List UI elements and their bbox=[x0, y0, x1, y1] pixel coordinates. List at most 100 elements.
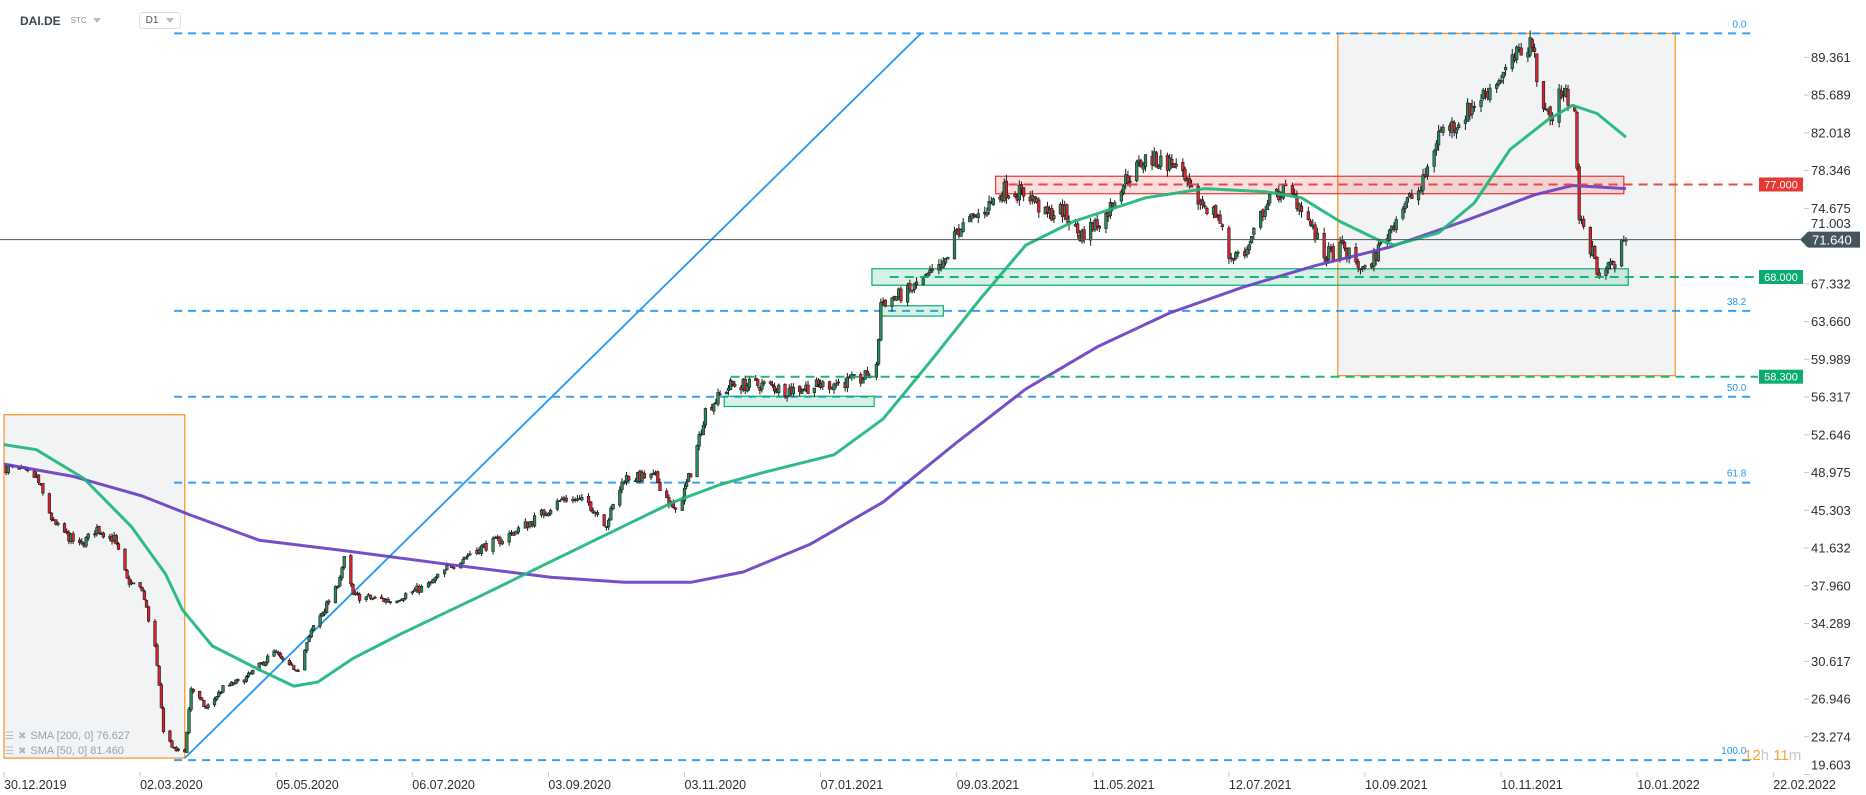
y-axis-tick-label: 71.003 bbox=[1811, 216, 1851, 231]
candle-bearish bbox=[386, 599, 390, 603]
settings-list-icon[interactable]: ☰ bbox=[5, 730, 14, 742]
candle-bullish bbox=[206, 704, 210, 709]
candle-bearish bbox=[1200, 199, 1205, 206]
candle-bullish bbox=[401, 598, 406, 601]
x-axis-tick-label: 06.07.2020 bbox=[412, 778, 475, 792]
candle-bullish bbox=[404, 593, 408, 599]
candle-bearish bbox=[908, 283, 912, 290]
candle-bearish bbox=[642, 473, 646, 479]
candle-bearish bbox=[1566, 88, 1570, 106]
candle-bearish bbox=[1306, 211, 1310, 220]
candle-bullish bbox=[364, 596, 368, 600]
y-axis-tick-label: 67.332 bbox=[1811, 276, 1851, 291]
candle-bearish bbox=[278, 653, 283, 658]
candle-bearish bbox=[1532, 47, 1537, 52]
candle-bullish bbox=[921, 278, 925, 285]
candle-bullish bbox=[1619, 239, 1624, 267]
candle-bullish bbox=[812, 387, 816, 394]
timer-minutes-unit: m bbox=[1788, 747, 1802, 764]
candle-bullish bbox=[609, 507, 613, 521]
candle-bearish bbox=[770, 384, 775, 386]
candle-bullish bbox=[874, 364, 878, 378]
candle-bullish bbox=[1104, 212, 1108, 229]
candle-bearish bbox=[161, 707, 166, 732]
candle-bullish bbox=[912, 283, 916, 291]
candle-bullish bbox=[620, 481, 624, 491]
candle-bearish bbox=[859, 374, 863, 384]
candle-bearish bbox=[883, 299, 887, 307]
candle-bullish bbox=[236, 678, 240, 681]
candle-bullish bbox=[943, 258, 948, 264]
candle-bullish bbox=[861, 379, 865, 384]
candle-bullish bbox=[311, 625, 316, 631]
fib-level-label: 50.0 bbox=[1727, 383, 1747, 394]
y-axis-tick-label: 74.675 bbox=[1811, 201, 1851, 216]
close-icon[interactable]: ✖ bbox=[17, 730, 27, 742]
candle-bullish bbox=[176, 748, 180, 751]
candle-bullish bbox=[760, 382, 764, 390]
candle-bullish bbox=[680, 499, 684, 511]
x-axis-tick-label: 22.02.2022 bbox=[1773, 778, 1836, 792]
instrument-type-label: STC bbox=[70, 16, 87, 25]
candle-bullish bbox=[1159, 155, 1163, 167]
candle-bearish bbox=[1128, 180, 1132, 183]
candle-bearish bbox=[1139, 160, 1143, 168]
x-axis-tick-label: 09.03.2021 bbox=[957, 778, 1020, 792]
candle-bullish bbox=[961, 222, 965, 232]
candle-bullish bbox=[263, 661, 268, 667]
candle-bullish bbox=[1315, 232, 1319, 239]
candle-bullish bbox=[500, 540, 504, 545]
candle-bullish bbox=[307, 635, 311, 643]
candle-bullish bbox=[340, 567, 344, 579]
candle-bullish bbox=[507, 533, 511, 543]
candle-bullish bbox=[1265, 203, 1270, 211]
candle-bearish bbox=[1340, 240, 1344, 243]
candle-bullish bbox=[852, 374, 856, 376]
candle-bearish bbox=[36, 474, 41, 483]
candle-bullish bbox=[244, 676, 249, 682]
candle-bearish bbox=[358, 593, 362, 601]
y-axis-tick-label: 19.603 bbox=[1811, 758, 1851, 773]
candle-bearish bbox=[1231, 258, 1236, 261]
candle-bearish bbox=[1126, 175, 1130, 184]
y-axis-tick-label: 59.989 bbox=[1811, 352, 1851, 367]
candle-bearish bbox=[147, 606, 151, 622]
legend-label: SMA [50, 0] 81.460 bbox=[30, 745, 124, 757]
candle-bullish bbox=[682, 487, 687, 502]
candle-bullish bbox=[821, 381, 825, 387]
candle-bearish bbox=[1299, 205, 1304, 212]
candle-bullish bbox=[1421, 174, 1425, 191]
candle-bearish bbox=[202, 699, 206, 708]
candle-bullish bbox=[976, 213, 980, 218]
candle-bearish bbox=[32, 471, 36, 478]
x-axis-tick-label: 10.09.2021 bbox=[1365, 778, 1428, 792]
y-axis-tick-label: 89.361 bbox=[1811, 50, 1851, 65]
candle-bearish bbox=[689, 473, 693, 478]
candle-bearish bbox=[591, 510, 595, 513]
candle-bearish bbox=[1535, 53, 1539, 83]
candle-bearish bbox=[1203, 205, 1207, 208]
candle-bullish bbox=[762, 381, 766, 384]
candle-bearish bbox=[153, 620, 157, 647]
candle-bearish bbox=[542, 509, 546, 516]
candle-bearish bbox=[191, 689, 195, 692]
candle-bullish bbox=[1419, 189, 1423, 193]
candle-bullish bbox=[987, 201, 991, 211]
candle-bearish bbox=[1530, 39, 1534, 48]
timeframe-dropdown[interactable]: D1 bbox=[138, 12, 182, 29]
support-level-label: 58.300 bbox=[1764, 372, 1798, 384]
candle-bearish bbox=[1356, 261, 1360, 268]
x-axis-tick-label: 02.03.2020 bbox=[140, 778, 203, 792]
support-level-badge bbox=[1759, 269, 1803, 284]
instrument-type-dropdown[interactable]: STC bbox=[71, 16, 101, 25]
x-axis-tick-label: 05.05.2020 bbox=[276, 778, 339, 792]
candle-bullish bbox=[303, 649, 307, 671]
resistance-level-badge bbox=[1759, 177, 1803, 192]
candle-bullish bbox=[468, 553, 472, 556]
chart-header: DAI.DE STC D1 bbox=[20, 12, 182, 29]
settings-list-icon[interactable]: ☰ bbox=[5, 745, 14, 757]
candle-bearish bbox=[198, 690, 202, 699]
close-icon[interactable]: ✖ bbox=[17, 745, 27, 757]
candle-bearish bbox=[1013, 194, 1017, 198]
